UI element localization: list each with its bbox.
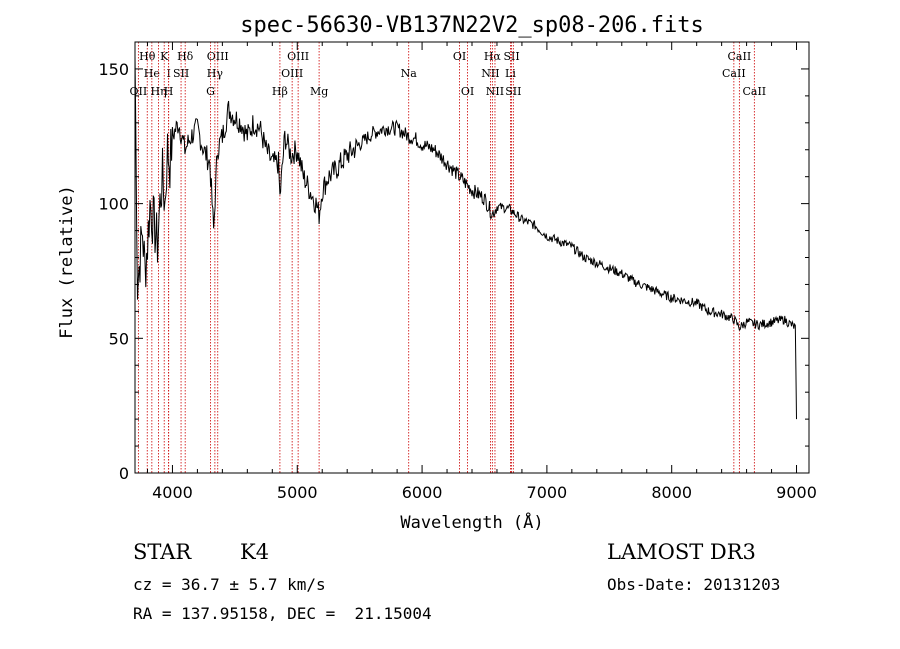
line-marker-label: NII (481, 67, 499, 80)
line-markers: HθOIIHeHηKIHHδSIIOIIIHγGHβOIIIOIIIMgNaOI… (130, 42, 766, 473)
x-axis-label: Wavelength (Å) (400, 511, 543, 533)
line-marker-label: OI (461, 85, 474, 98)
line-marker-label: K (160, 50, 169, 63)
x-axis: 4000 5000 6000 7000 8000 9000 (146, 42, 817, 502)
x-tick-label: 7000 (527, 483, 568, 502)
line-marker-label: OI (453, 50, 466, 63)
line-marker-label: Mg (310, 85, 328, 98)
line-marker-label: Li (505, 67, 516, 80)
line-marker-label: OIII (281, 67, 303, 80)
line-marker-label: OIII (207, 50, 229, 63)
line-marker-label: Na (401, 67, 418, 80)
y-axis: 0 50 100 150 (98, 60, 809, 483)
subclass: K4 (240, 540, 270, 564)
y-tick-label: 100 (98, 195, 129, 214)
line-marker-label: Hα (484, 50, 502, 63)
line-marker-label: OII (130, 85, 148, 98)
line-marker-label: CaII (728, 50, 752, 63)
object-class: STAR (133, 540, 192, 564)
line-marker-label: SII (173, 67, 189, 80)
x-tick-label: 4000 (152, 483, 193, 502)
line-marker-label: H (164, 85, 174, 98)
plot-frame (134, 41, 810, 474)
line-marker-label: SII (503, 50, 519, 63)
redshift: cz = 36.7 ± 5.7 km/s (133, 575, 326, 594)
plot-area (134, 55, 797, 420)
line-marker-label: Hβ (272, 85, 288, 98)
line-marker-label: SII (505, 85, 521, 98)
obs-date: Obs-Date: 20131203 (607, 575, 781, 594)
y-axis-label: Flux (relative) (57, 185, 77, 339)
y-tick-label: 150 (98, 60, 129, 79)
chart-title: spec-56630-VB137N22V2_sp08-206.fits (240, 13, 704, 38)
x-tick-label: 9000 (776, 483, 817, 502)
line-marker-label: Hη (150, 85, 166, 98)
coordinates: RA = 137.95158, DEC = 21.15004 (133, 604, 432, 623)
line-marker-label: OIII (287, 50, 309, 63)
x-tick-label: 8000 (651, 483, 692, 502)
line-marker-label: Hθ (139, 50, 156, 63)
line-marker-label: He (144, 67, 160, 80)
survey-name: LAMOST DR3 (607, 540, 756, 564)
line-marker-label: Hγ (207, 67, 224, 80)
spectrum-line (134, 55, 797, 420)
line-marker-label: NII (486, 85, 504, 98)
x-tick-label: 6000 (402, 483, 443, 502)
line-marker-label: CaII (722, 67, 746, 80)
x-tick-label: 5000 (277, 483, 318, 502)
y-tick-label: 0 (119, 464, 129, 483)
line-marker-label: G (206, 85, 215, 98)
line-marker-label: Hδ (177, 50, 194, 63)
y-tick-label: 50 (109, 329, 129, 348)
line-marker-label: CaII (742, 85, 766, 98)
